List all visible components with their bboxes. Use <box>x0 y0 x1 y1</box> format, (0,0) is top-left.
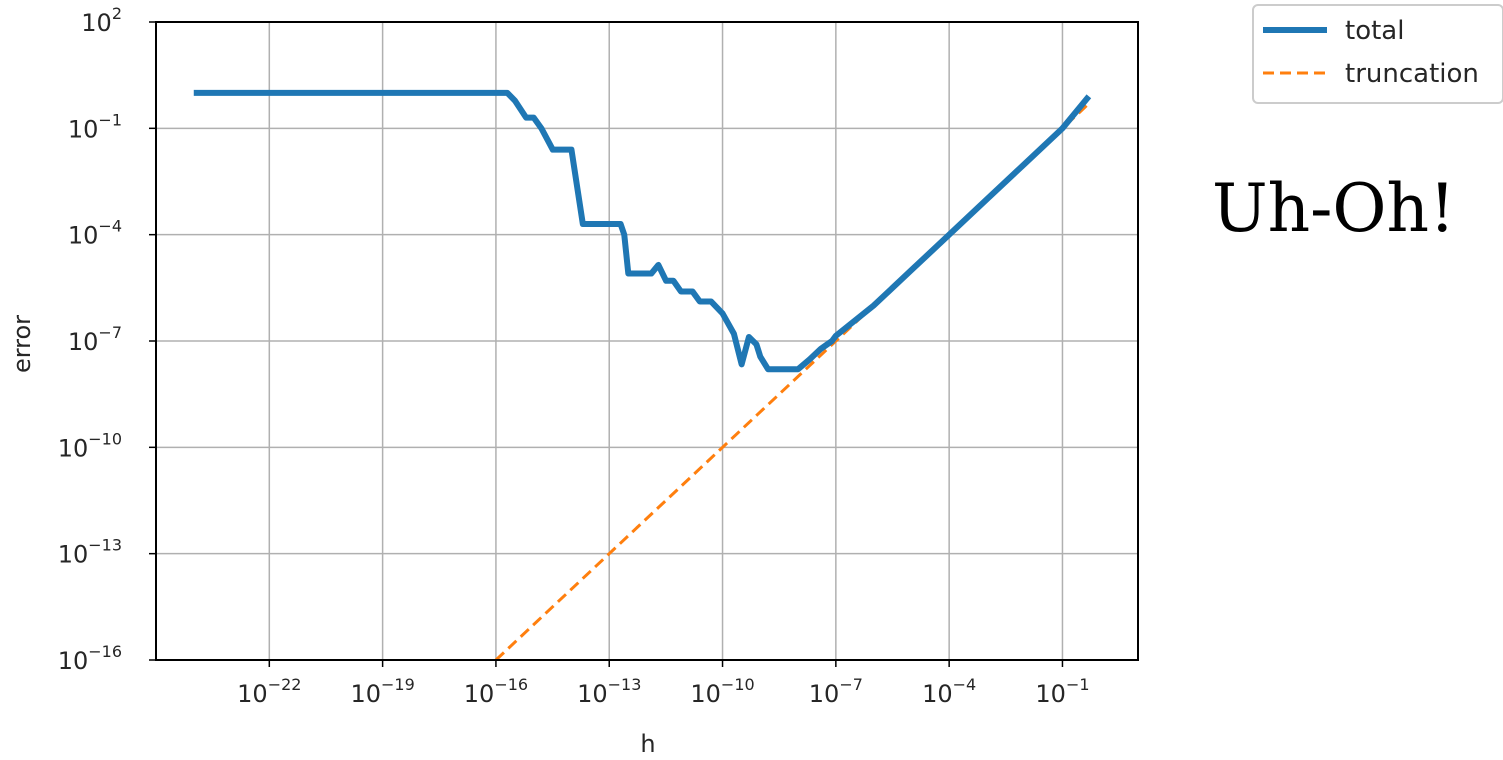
legend: total truncation <box>1252 4 1503 104</box>
x-tick-base: 10 <box>1035 680 1066 708</box>
y-tick-label: 10−1 <box>68 110 122 143</box>
x-tick-base: 10 <box>464 680 495 708</box>
y-tick-exponent: −10 <box>88 429 122 448</box>
y-tick-base: 10 <box>68 115 99 143</box>
total-series-line <box>193 89 1092 373</box>
y-tick-exponent: −4 <box>98 217 122 236</box>
y-tick-exponent: −7 <box>98 323 122 342</box>
x-tick-exponent: −1 <box>1066 675 1090 694</box>
y-tick-label: 10−16 <box>58 642 122 675</box>
y-tick-label: 10−4 <box>68 217 122 250</box>
series-lines <box>193 89 1092 662</box>
y-tick-exponent: −1 <box>98 110 122 129</box>
x-tick-exponent: −16 <box>494 675 528 694</box>
x-tick-exponent: −13 <box>608 675 642 694</box>
grid-lines <box>156 21 1138 661</box>
x-tick-base: 10 <box>922 680 953 708</box>
x-tick-label: 10−7 <box>809 675 863 708</box>
y-tick-base: 10 <box>58 541 89 569</box>
x-tick-exponent: −7 <box>839 675 863 694</box>
legend-truncation-label: truncation <box>1345 59 1479 89</box>
x-tick-base: 10 <box>350 680 381 708</box>
legend-total-label: total <box>1345 16 1404 46</box>
y-tick-label: 10−10 <box>58 429 122 462</box>
y-tick-base: 10 <box>81 9 112 37</box>
y-tick-label: 10−7 <box>68 323 122 356</box>
y-tick-exponent: 2 <box>112 4 122 23</box>
x-axis-title: h <box>640 730 655 758</box>
x-tick-label: 10−1 <box>1035 675 1089 708</box>
x-tick-label: 10−16 <box>464 675 528 708</box>
y-tick-base: 10 <box>68 328 99 356</box>
x-tick-exponent: −4 <box>953 675 977 694</box>
y-tick-exponent: −13 <box>88 536 122 555</box>
x-tick-label: 10−10 <box>690 675 754 708</box>
x-tick-label: 10−4 <box>922 675 976 708</box>
x-tick-exponent: −19 <box>381 675 415 694</box>
x-tick-base: 10 <box>577 680 608 708</box>
y-tick-base: 10 <box>68 222 99 250</box>
x-tick-exponent: −10 <box>721 675 755 694</box>
x-tick-label: 10−13 <box>577 675 641 708</box>
y-tick-base: 10 <box>58 647 89 675</box>
axis-ticks: 10−22 10−19 10−16 10−13 10−10 10−7 10−4 10−1102… <box>58 4 1090 708</box>
y-axis-title: error <box>8 315 36 373</box>
x-tick-base: 10 <box>237 680 268 708</box>
y-tick-label: 102 <box>81 4 122 37</box>
x-tick-exponent: −22 <box>268 675 302 694</box>
x-tick-label: 10−22 <box>237 675 301 708</box>
x-tick-base: 10 <box>690 680 721 708</box>
y-tick-base: 10 <box>58 434 89 462</box>
y-tick-label: 10−13 <box>58 536 122 569</box>
x-tick-base: 10 <box>809 680 840 708</box>
x-tick-label: 10−19 <box>350 675 414 708</box>
y-tick-exponent: −16 <box>88 642 122 661</box>
annotation-text: Uh-Oh! <box>1212 170 1456 247</box>
